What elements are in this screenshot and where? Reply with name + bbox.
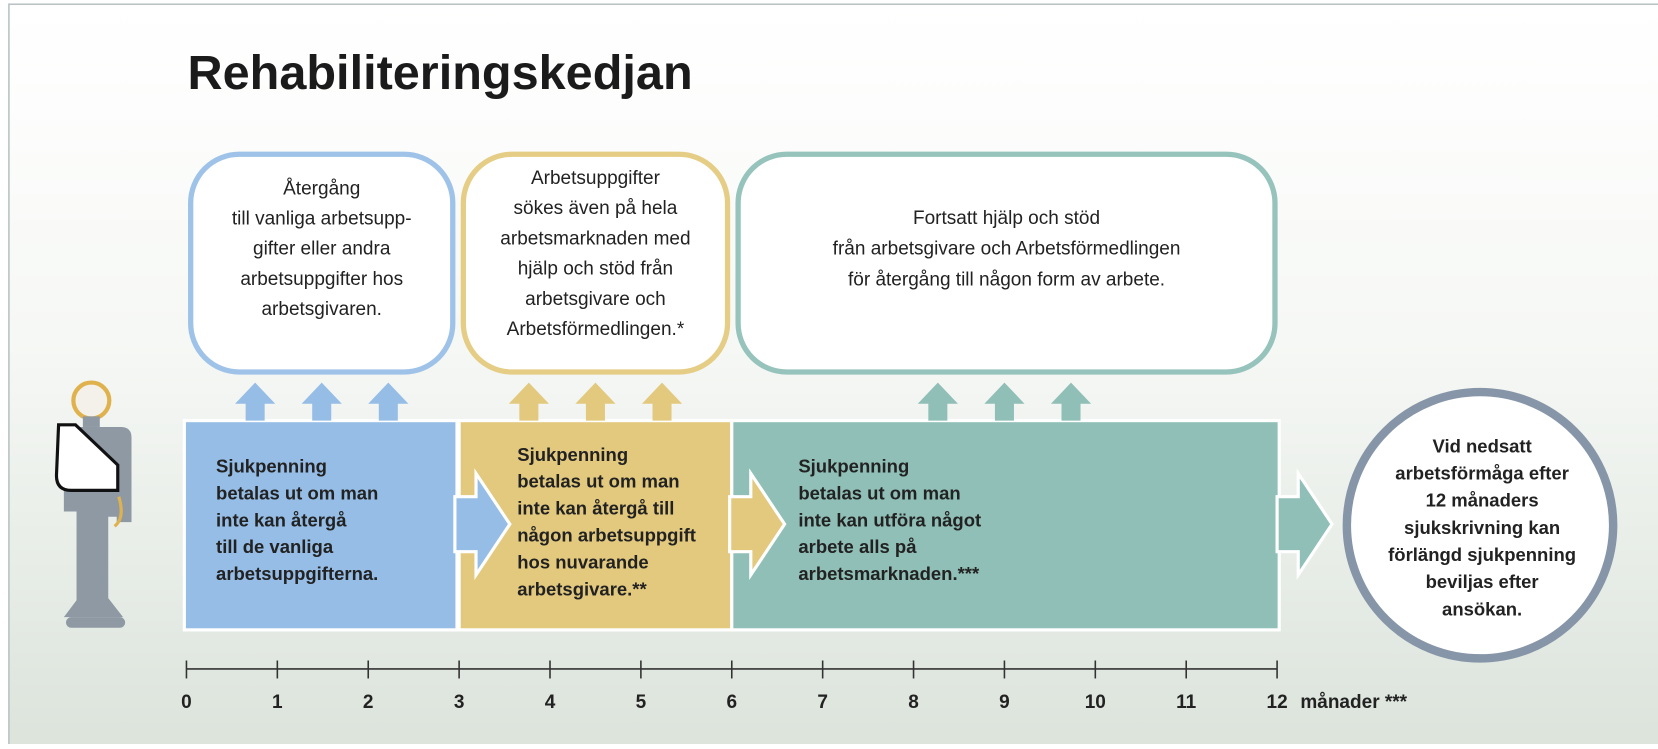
stage-text: till de vanliga [216,536,334,557]
timeline-unit: månader *** [1300,692,1407,713]
info-text: till vanliga arbetsupp- [232,209,412,230]
stage-text: arbetsgivare.** [517,579,647,600]
outcome-text: förlängd sjukpenning [1388,544,1576,565]
info-text: arbetsmarknaden med [500,228,690,249]
info-text: arbetsgivare och [525,289,666,310]
stage-text: Sjukpenning [216,455,327,476]
outcome-text: arbetsförmåga efter [1395,462,1569,483]
info-text: Arbetsförmedlingen.* [507,319,685,340]
stage-text: betalas ut om man [216,482,378,503]
stage-text: Sjukpenning [517,444,628,465]
info-text: Återgång [283,178,360,199]
tick-label: 7 [817,692,828,713]
info-text: arbetsuppgifter hos [240,269,403,290]
tick-label: 2 [363,692,374,713]
stage-text: inte kan återgå till [517,498,674,519]
info-text: från arbetsgivare och Arbetsförmedlingen [833,239,1181,260]
info-text: arbetsgivaren. [261,299,382,320]
tick-label: 12 [1267,692,1288,713]
tick-label: 6 [726,692,737,713]
outcome-text: 12 månaders [1426,490,1539,511]
title: Rehabiliteringskedjan [188,46,693,100]
outcome-text: sjukskrivning kan [1404,517,1560,538]
tick-label: 1 [272,692,283,713]
info-text: sökes även på hela [514,198,678,219]
stage-text: betalas ut om man [798,482,960,503]
stage-text: Sjukpenning [798,455,909,476]
stage-text: arbetsuppgifterna. [216,563,378,584]
tick-label: 4 [545,692,556,713]
stage-text: inte kan återgå [216,509,347,530]
info-text: gifter eller andra [253,239,391,260]
stage-text: arbetsmarknaden.*** [798,563,980,584]
outcome-text: ansökan. [1442,598,1522,619]
tick-label: 11 [1176,692,1197,713]
tick-label: 3 [454,692,465,713]
info-box [738,154,1275,372]
tick-label: 8 [908,692,919,713]
diagram: Rehabiliteringskedjan Sjukpenning betalas… [0,0,1658,744]
outcome-text: beviljas efter [1426,571,1539,592]
stage-text: betalas ut om man [517,471,679,492]
stage-text: inte kan utföra något [798,509,981,530]
stage-text: någon arbetsuppgift [517,525,696,546]
info-text: Fortsatt hjälp och stöd [913,208,1100,229]
outcome-text: Vid nedsatt [1432,435,1531,456]
tick-label: 0 [181,692,192,713]
tick-label: 5 [636,692,647,713]
info-text: Arbetsuppgifter [531,168,661,189]
page: Rehabiliteringskedjan Sjukpenning betalas… [0,0,1658,744]
tick-label: 9 [999,692,1010,713]
stage-text: hos nuvarande [517,552,648,573]
stage-text: arbete alls på [798,536,917,557]
info-text: hjälp och stöd från [518,259,673,280]
tick-label: 10 [1085,692,1106,713]
info-text: för återgång till någon form av arbete. [848,269,1165,290]
